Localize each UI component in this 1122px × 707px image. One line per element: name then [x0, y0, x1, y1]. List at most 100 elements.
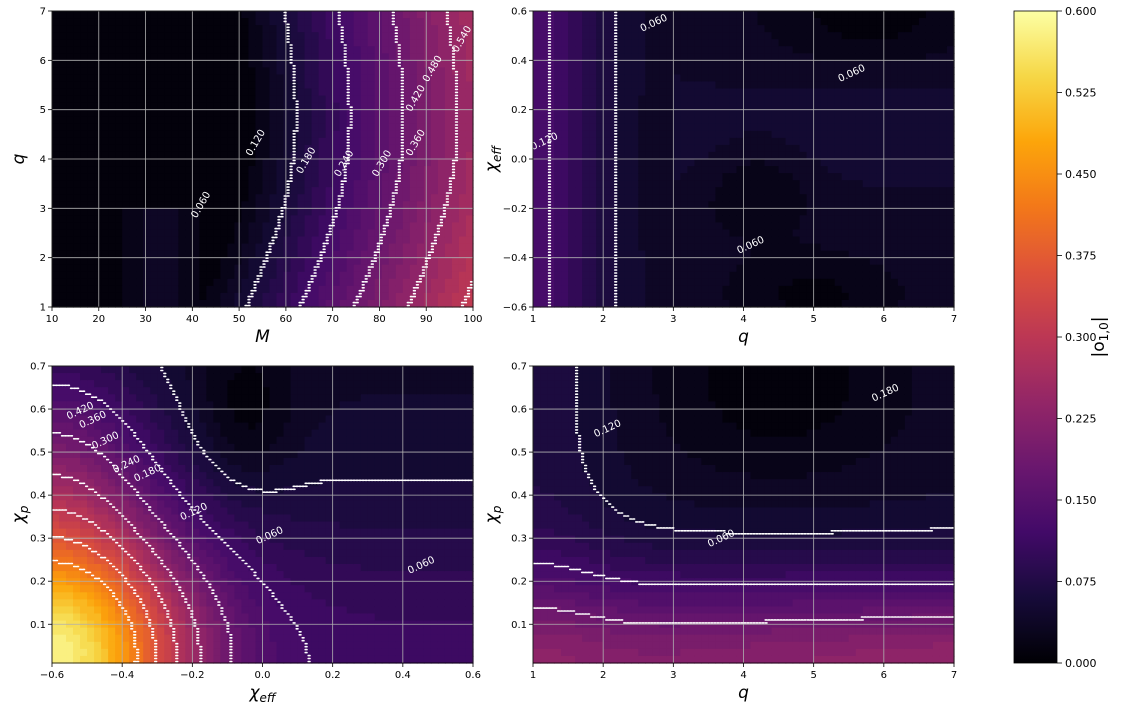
contour-cell [262, 74, 271, 83]
contour-cell [841, 201, 850, 209]
contour-cell [911, 229, 920, 238]
contour-cell [806, 159, 815, 167]
contour-cell [87, 116, 95, 125]
contour-cell [66, 137, 74, 146]
contour-cell [136, 180, 144, 188]
contour-cell [715, 278, 724, 287]
contour-cell [743, 11, 752, 19]
contour-cell [409, 102, 418, 111]
contour-cell [624, 25, 632, 33]
contour-cell [444, 67, 453, 76]
contour-cell [262, 278, 271, 287]
contour-cell [855, 137, 864, 146]
contour-cell [192, 187, 200, 195]
contour-cell [367, 173, 376, 181]
contour-cell [708, 25, 717, 33]
contour-cell [164, 116, 172, 125]
contour-cell [610, 102, 618, 111]
contour-cell [269, 130, 278, 139]
contour-cell [157, 257, 165, 266]
contour-cell [757, 130, 766, 139]
contour-cell [792, 53, 801, 61]
contour-cell [164, 151, 172, 160]
contour-cell [575, 250, 583, 259]
contour-cell [290, 201, 299, 209]
contour-cell [52, 95, 60, 104]
contour-cell [876, 60, 885, 68]
contour-cell [883, 264, 892, 273]
contour-cell [862, 137, 871, 146]
contour-cell [241, 18, 250, 26]
contour-cell [87, 243, 95, 252]
contour-cell [652, 208, 660, 216]
contour-cell [255, 74, 264, 83]
contour-cell [575, 194, 583, 202]
contour-cell [533, 264, 541, 273]
contour-cell [220, 123, 229, 132]
contour-cell [848, 243, 857, 252]
contour-cell [52, 123, 60, 132]
contour-cell [862, 11, 871, 19]
contour-cell [143, 60, 151, 68]
contour-cell [575, 74, 583, 83]
contour-cell [771, 32, 780, 40]
contour-cell [918, 264, 927, 273]
contour-cell [206, 278, 214, 287]
contour-cell [164, 264, 172, 273]
contour-cell [561, 11, 569, 19]
contour-cell [862, 299, 871, 308]
contour-cell [729, 46, 738, 54]
contour-cell [437, 144, 446, 153]
contour-cell [346, 173, 355, 181]
contour-cell [416, 74, 425, 83]
contour-cell [206, 81, 214, 90]
contour-cell [610, 187, 618, 195]
contour-cell [904, 11, 913, 19]
contour-cell [115, 285, 123, 294]
contour-cell [52, 285, 60, 294]
contour-cell [87, 88, 95, 97]
contour-cell [101, 222, 109, 231]
contour-cell [143, 201, 151, 209]
contour-cell [241, 32, 250, 40]
contour-cell [771, 187, 780, 195]
contour-cell [402, 222, 411, 231]
contour-cell [136, 46, 144, 54]
contour-cell [367, 67, 376, 76]
contour-cell [778, 222, 787, 231]
contour-cell [234, 39, 243, 47]
contour-cell [540, 39, 548, 47]
contour-cell [911, 46, 920, 54]
contour-cell [381, 243, 390, 252]
contour-cell [715, 222, 724, 231]
contour-cell [561, 215, 569, 224]
contour-cell [869, 74, 878, 83]
contour-cell [381, 292, 390, 301]
contour-cell [827, 67, 836, 76]
contour-cell [115, 201, 123, 209]
contour-cell [617, 271, 625, 280]
contour-cell [136, 271, 144, 280]
contour-cell [465, 243, 474, 252]
contour-cell [66, 116, 74, 125]
contour-cell [423, 53, 432, 61]
contour-cell [423, 144, 432, 153]
contour-cell [185, 11, 193, 19]
contour-cell [785, 278, 794, 287]
contour-cell [430, 243, 439, 252]
contour-cell [869, 194, 878, 202]
contour-cell [234, 60, 243, 68]
contour-cell [645, 222, 653, 231]
contour-cell [311, 299, 320, 308]
contour-cell [736, 285, 745, 294]
contour-cell [631, 88, 639, 97]
contour-cell [311, 123, 320, 132]
contour-cell [458, 166, 467, 174]
contour-cell [610, 285, 618, 294]
contour-cell [869, 102, 878, 111]
contour-cell [206, 285, 214, 294]
contour-cell [339, 292, 348, 301]
contour-cell [129, 109, 137, 118]
contour-cell [248, 60, 257, 68]
contour-cell [799, 215, 808, 224]
